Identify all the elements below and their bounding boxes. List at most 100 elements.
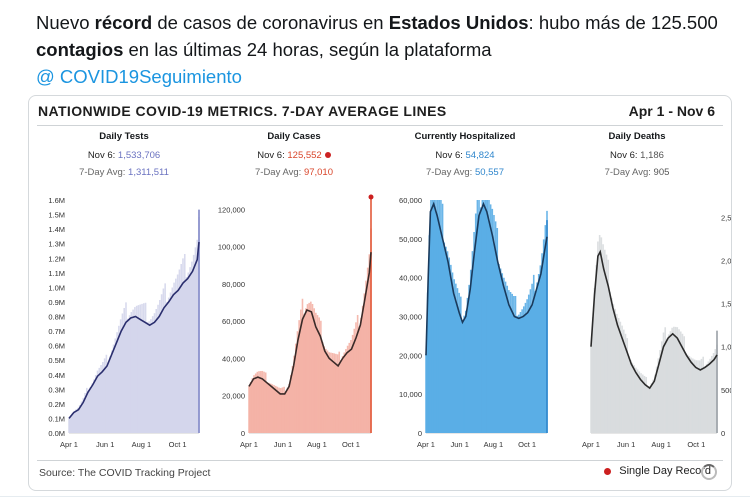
tweet-bold-record: récord	[94, 12, 153, 33]
day-value: 54,824	[465, 150, 495, 161]
day-label: Nov 6:	[87, 150, 116, 161]
mention-link[interactable]: @ COVID19Seguimiento	[36, 66, 242, 87]
panel-header-tests: Daily Tests Nov 6: 1,533,706 7-Day Avg: …	[39, 130, 209, 178]
x-tick-label: Aug 1	[132, 440, 152, 449]
y-tick-label: 0.1M	[48, 414, 65, 423]
y-tick-label: 100,000	[218, 243, 245, 252]
chart-card[interactable]: NATIONWIDE COVID-19 METRICS. 7-DAY AVERA…	[28, 95, 732, 491]
avg-line-tests	[68, 241, 200, 419]
panel-avg-row: 7-Day Avg: 97,010	[209, 167, 379, 178]
y-tick-label: 40,000	[399, 274, 422, 283]
source-text: Source: The COVID Tracking Project	[39, 467, 211, 479]
tweet-bold-contagios: contagios	[36, 39, 124, 60]
y-tick-label: 120,000	[218, 205, 245, 214]
day-value: 1,533,706	[117, 150, 161, 161]
y-tick-label: 1.6M	[48, 196, 65, 205]
y-tick-label: 0	[241, 429, 245, 438]
chart-panel-tests: 0.0M 0.1M 0.2M 0.3M 0.4M 0.5M 0.6M 0.7M 0.8M 0.9M…	[48, 196, 200, 449]
panel-header-deaths: Daily Deaths Nov 6: 1,186 7-Day Avg: 905	[552, 130, 722, 178]
panel-title: Currently Hospitalized	[414, 131, 516, 142]
x-tick-label: Jun 1	[274, 440, 292, 449]
y-tick-label: 1.5M	[48, 211, 65, 220]
tweet-text-4: en las últimas 24 horas, según la plataf…	[123, 39, 492, 60]
y-tick-label: 60,000	[399, 196, 422, 205]
x-tick-label: Oct 1	[518, 440, 536, 449]
panel-title: Daily Tests	[99, 131, 149, 142]
daily-bars-hosp	[425, 200, 548, 433]
x-tick-label: Jun 1	[617, 440, 635, 449]
y-tick-label: 10,000	[399, 390, 422, 399]
y-tick-label: 0.9M	[48, 298, 65, 307]
x-tick-label: Aug 1	[307, 440, 327, 449]
avg-value: 97,010	[303, 167, 333, 178]
record-dot-icon	[324, 152, 331, 159]
y-tick-label: 500	[721, 386, 731, 395]
y-tick-label: 1.4M	[48, 225, 65, 234]
tweet-text-3: : hubo más de 125.500	[528, 12, 718, 33]
card-title-divider	[37, 125, 723, 126]
loading-spinner-icon	[701, 464, 717, 480]
x-tick-label: Apr 1	[582, 440, 600, 449]
x-tick-label: Aug 1	[651, 440, 671, 449]
panel-avg-row: 7-Day Avg: 1,311,511	[39, 167, 209, 178]
x-tick-label: Jun 1	[451, 440, 469, 449]
day-value: 125,552	[287, 150, 322, 161]
y-tick-label: 2,500	[721, 213, 731, 222]
avg-label: 7-Day Avg:	[604, 167, 651, 178]
y-tick-label: 1,500	[721, 300, 731, 309]
y-tick-label: 20,000	[222, 392, 245, 401]
y-tick-label: 50,000	[399, 235, 422, 244]
avg-line-deaths	[590, 249, 718, 390]
y-tick-label: 80,000	[222, 280, 245, 289]
x-tick-label: Oct 1	[169, 440, 187, 449]
y-tick-label: 0.4M	[48, 371, 65, 380]
y-tick-label: 1.2M	[48, 254, 65, 263]
y-tick-label: 30,000	[399, 313, 422, 322]
tweet-text-2: de casos de coronavirus en	[152, 12, 389, 33]
y-tick-label: 60,000	[222, 317, 245, 326]
panel-avg-row: 7-Day Avg: 50,557	[380, 167, 550, 178]
avg-value: 50,557	[474, 167, 504, 178]
x-tick-label: Apr 1	[60, 440, 78, 449]
daily-bars-tests	[68, 216, 200, 433]
card-title: NATIONWIDE COVID-19 METRICS. 7-DAY AVERA…	[38, 103, 447, 119]
legend-single-day-record: Single Day Record	[604, 465, 711, 477]
chart-panel-hosp: 0 10,000 20,000 30,000 40,000 50,000 60,000 Apr…	[399, 196, 548, 449]
panel-day-value-row: Nov 6: 125,552	[209, 150, 379, 167]
y-tick-label: 0	[418, 429, 422, 438]
day-label: Nov 6:	[257, 150, 285, 161]
card-footer-divider	[37, 460, 723, 461]
card-date-range: Apr 1 - Nov 6	[628, 103, 715, 119]
avg-label: 7-Day Avg:	[426, 167, 473, 178]
y-tick-label: 1.1M	[48, 269, 65, 278]
tweet-bold-country: Estados Unidos	[388, 12, 529, 33]
x-tick-label: Jun 1	[96, 440, 114, 449]
x-tick-label: Oct 1	[687, 440, 705, 449]
avg-label: 7-Day Avg:	[255, 167, 302, 178]
record-dot-icon	[604, 467, 612, 475]
daily-bars-deaths	[590, 235, 718, 433]
y-tick-label: 0.6M	[48, 342, 65, 351]
avg-line-cases	[248, 252, 372, 395]
x-tick-label: Oct 1	[342, 440, 360, 449]
y-tick-label: 2,000	[721, 256, 731, 265]
day-value: 1,186	[640, 150, 664, 161]
bottom-divider	[0, 496, 750, 497]
panel-header-hospitalized: Currently Hospitalized Nov 6: 54,824 7-D…	[380, 130, 550, 178]
panel-title: Daily Cases	[267, 131, 321, 142]
tweet-text-1: Nuevo	[36, 12, 95, 33]
x-tick-label: Apr 1	[417, 440, 435, 449]
panel-day-value-row: Nov 6: 1,533,706	[39, 150, 209, 167]
y-tick-label: 0.5M	[48, 356, 65, 365]
chart-panel-cases: 0 20,000 40,000 60,000 80,000 100,000 120,000 A…	[218, 194, 374, 449]
day-label: Nov 6:	[610, 150, 638, 161]
y-tick-label: 20,000	[399, 351, 422, 360]
avg-value: 905	[653, 167, 670, 178]
y-tick-label: 1.3M	[48, 240, 65, 249]
y-tick-label: 0.8M	[48, 313, 65, 322]
y-tick-label: 0.3M	[48, 385, 65, 394]
panel-day-value-row: Nov 6: 54,824	[380, 150, 550, 167]
avg-line-hosp	[425, 201, 548, 356]
avg-label: 7-Day Avg:	[79, 167, 126, 178]
y-tick-label: 0.0M	[48, 429, 65, 438]
